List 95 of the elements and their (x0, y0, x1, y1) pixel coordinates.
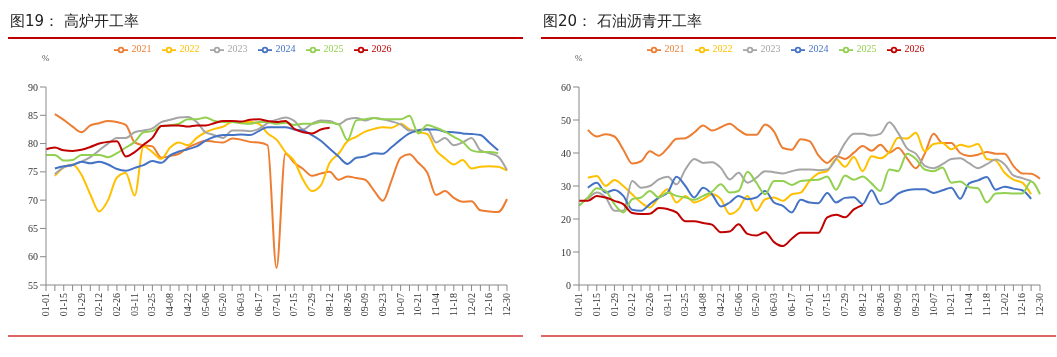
x-tick-label: 10-21 (412, 293, 424, 317)
x-tick-label: 06-17 (252, 293, 264, 317)
legend-label: 2023 (227, 43, 248, 55)
legend-label: 2021 (664, 43, 685, 55)
legend-label: 2025 (323, 43, 344, 55)
x-tick-label: 07-01 (270, 293, 282, 317)
x-tick-label: 12-16 (483, 293, 495, 317)
y-tick-label: 0 (566, 279, 571, 291)
x-tick-label: 11-18 (980, 293, 992, 316)
y-tick-label: 10 (561, 246, 571, 258)
x-tick-label: 07-15 (288, 293, 300, 317)
y-tick-label: 80 (28, 138, 38, 150)
y-tick-label: 75 (28, 166, 38, 178)
y-tick-label: 70 (28, 194, 38, 206)
x-tick-label: 08-12 (323, 293, 335, 317)
x-tick-label: 05-06 (732, 293, 744, 317)
x-tick-label: 08-26 (341, 293, 353, 317)
y-tick-label: 55 (28, 279, 38, 291)
x-tick-label: 04-22 (181, 293, 193, 317)
legend-label: 2024 (275, 43, 296, 55)
x-tick-label: 10-07 (927, 293, 939, 317)
x-tick-label: 06-17 (785, 293, 797, 317)
x-tick-label: 01-01 (573, 293, 585, 317)
line-series (578, 152, 1041, 214)
x-tick-label: 06-03 (235, 293, 247, 317)
x-tick-label: 12-16 (1016, 293, 1028, 317)
line-series (53, 115, 508, 176)
y-tick-label: 90 (28, 81, 38, 93)
x-tick-label: 12-02 (998, 293, 1010, 317)
x-tick-label: 06-03 (768, 293, 780, 317)
x-tick-label: 05-06 (199, 293, 211, 317)
y-tick-label: 40 (561, 147, 571, 159)
line-series (53, 121, 508, 213)
x-tick-label: 08-26 (874, 293, 886, 317)
y-tick-label: 65 (28, 222, 38, 234)
y-tick-label: 85 (28, 109, 38, 121)
x-tick-label: 09-23 (376, 293, 388, 317)
line-series (53, 113, 508, 270)
x-tick-label: 10-07 (394, 293, 406, 317)
x-tick-label: 05-20 (750, 293, 762, 317)
x-tick-label: 03-25 (679, 293, 691, 317)
x-tick-label: 12-30 (501, 293, 513, 317)
x-tick-label: 02-26 (644, 293, 656, 317)
legend-label: 2024 (808, 43, 829, 55)
x-tick-label: 09-23 (909, 293, 921, 317)
x-tick-label: 02-12 (626, 293, 638, 317)
line-series (45, 118, 331, 158)
x-tick-label: 07-01 (803, 293, 815, 317)
x-tick-label: 02-26 (111, 293, 123, 317)
x-tick-label: 04-22 (714, 293, 726, 317)
y-axis-title: % (575, 53, 583, 63)
y-tick-label: 60 (561, 81, 571, 93)
y-tick-label: 30 (561, 180, 571, 192)
x-tick-label: 03-25 (146, 293, 158, 317)
x-tick-label: 09-09 (359, 293, 371, 317)
x-tick-label: 09-09 (892, 293, 904, 317)
x-tick-label: 11-04 (963, 293, 975, 316)
x-tick-label: 12-02 (465, 293, 477, 317)
line-series (45, 114, 500, 162)
x-tick-label: 12-30 (1034, 293, 1046, 317)
line-series (578, 194, 864, 248)
x-tick-label: 03-11 (661, 293, 673, 316)
legend-label: 2026 (371, 43, 392, 55)
x-tick-label: 01-15 (590, 293, 602, 317)
x-tick-label: 11-18 (447, 293, 459, 316)
legend-label: 2025 (856, 43, 877, 55)
x-tick-label: 01-01 (40, 293, 52, 317)
chart-title: 图20： 石油沥青开工率 (541, 8, 1056, 39)
line-series (53, 126, 500, 172)
y-tick-label: 50 (561, 114, 571, 126)
x-tick-label: 01-15 (57, 293, 69, 317)
x-tick-label: 07-29 (839, 293, 851, 317)
x-tick-label: 02-12 (93, 293, 105, 317)
chart-title: 图19： 高炉开工率 (8, 8, 523, 39)
x-tick-label: 08-12 (856, 293, 868, 317)
x-tick-label: 07-29 (306, 293, 318, 317)
x-tick-label: 04-08 (697, 293, 709, 317)
x-tick-label: 04-08 (164, 293, 176, 317)
y-tick-label: 20 (561, 213, 571, 225)
line-series (586, 122, 1041, 180)
y-tick-label: 60 (28, 251, 38, 263)
legend-label: 2026 (904, 43, 925, 55)
x-tick-label: 10-21 (945, 293, 957, 317)
legend-label: 2023 (760, 43, 781, 55)
x-tick-label: 05-20 (217, 293, 229, 317)
legend-label: 2022 (712, 43, 733, 55)
legend-label: 2022 (179, 43, 200, 55)
x-tick-label: 03-11 (128, 293, 140, 316)
x-tick-label: 01-29 (608, 293, 620, 317)
line-series (586, 175, 1033, 214)
y-axis-title: % (42, 53, 50, 63)
x-tick-label: 07-15 (821, 293, 833, 317)
legend-label: 2021 (131, 43, 152, 55)
x-tick-label: 01-29 (75, 293, 87, 317)
x-tick-label: 11-04 (430, 293, 442, 316)
